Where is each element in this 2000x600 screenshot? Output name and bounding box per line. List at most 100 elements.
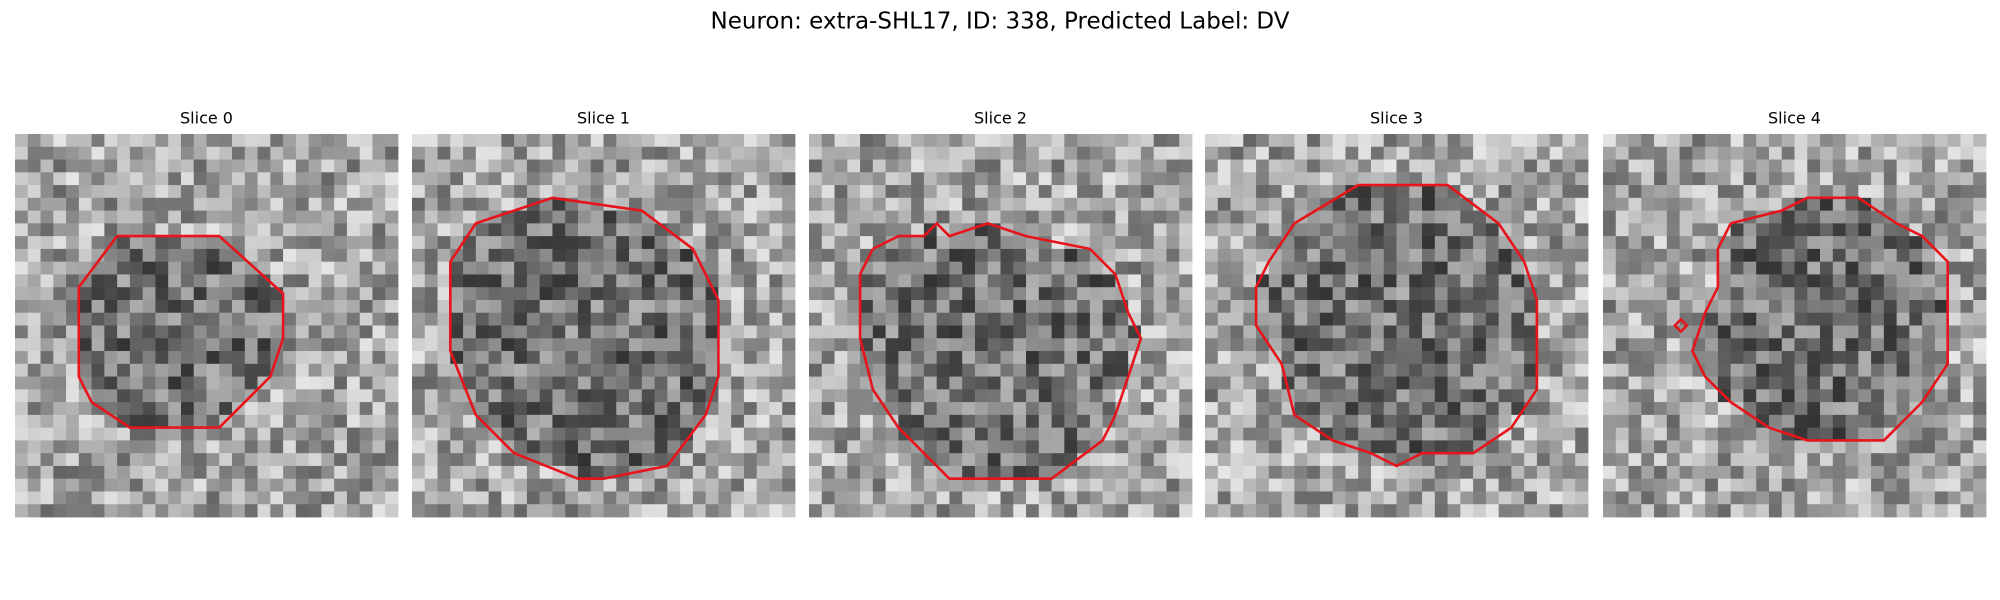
pixel: [232, 159, 246, 173]
pixel: [283, 248, 297, 263]
pixel: [1256, 248, 1270, 263]
pixel: [860, 465, 874, 480]
pixel: [475, 478, 489, 492]
pixel: [1524, 172, 1538, 186]
pixel: [295, 504, 310, 518]
pixel: [1140, 478, 1155, 492]
pixel: [334, 312, 348, 326]
pixel: [1000, 504, 1014, 518]
pixel: [577, 402, 592, 416]
pixel: [1628, 427, 1642, 441]
pixel: [1281, 185, 1295, 199]
pixel: [809, 338, 823, 352]
pixel: [667, 236, 681, 250]
pixel: [1807, 338, 1821, 352]
pixel: [91, 274, 105, 288]
pixel: [78, 440, 92, 454]
pixel: [936, 261, 950, 275]
pixel: [1485, 261, 1500, 275]
pixel: [1077, 197, 1091, 211]
pixel: [1807, 478, 1821, 492]
pixel: [821, 236, 835, 250]
pixel: [898, 172, 912, 186]
pixel: [692, 172, 707, 186]
pixel: [1549, 172, 1563, 186]
pixel: [1960, 172, 1974, 186]
pixel: [641, 338, 655, 352]
pixel: [756, 287, 770, 301]
pixel: [539, 159, 553, 173]
pixel: [1641, 223, 1655, 237]
pixel: [1858, 134, 1872, 148]
pixel: [1038, 440, 1052, 454]
pixel: [372, 261, 386, 275]
pixel: [385, 185, 399, 199]
pixel: [705, 338, 719, 352]
pixel: [821, 504, 835, 518]
pixel: [1832, 299, 1846, 314]
pixel: [1603, 197, 1617, 211]
pixel: [1140, 363, 1155, 377]
pixel: [654, 376, 668, 390]
pixel: [270, 185, 284, 199]
pixel: [206, 134, 220, 148]
pixel: [1896, 287, 1910, 301]
pixel: [526, 427, 541, 441]
pixel: [1692, 248, 1706, 263]
pixel: [15, 312, 29, 326]
pixel: [15, 402, 29, 416]
pixel: [1562, 197, 1576, 211]
pixel: [847, 440, 861, 454]
pixel: [412, 223, 426, 237]
pixel: [641, 223, 655, 237]
pixel: [514, 134, 528, 148]
pixel: [40, 236, 54, 250]
pixel: [450, 159, 464, 173]
pixel: [1396, 491, 1410, 505]
pixel: [385, 414, 399, 429]
pixel: [219, 427, 233, 441]
pixel: [616, 351, 630, 365]
pixel: [1358, 402, 1372, 416]
pixel: [718, 248, 732, 263]
pixel: [1871, 223, 1885, 237]
pixel: [257, 146, 271, 160]
pixel: [1717, 274, 1732, 288]
pixel: [1000, 414, 1014, 429]
pixel: [987, 440, 1001, 454]
pixel: [1562, 465, 1576, 480]
pixel: [91, 389, 105, 403]
pixel: [295, 338, 310, 352]
pixel: [1603, 159, 1617, 173]
pixel: [1447, 134, 1461, 148]
pixel: [1768, 389, 1783, 403]
pixel: [603, 440, 617, 454]
pixel: [270, 134, 284, 148]
pixel: [321, 351, 335, 365]
pixel: [180, 299, 195, 314]
pixel: [1794, 274, 1808, 288]
pixel: [692, 491, 707, 505]
pixel: [1871, 299, 1885, 314]
pixel: [1089, 299, 1104, 314]
pixel: [756, 325, 770, 339]
pixel: [1575, 504, 1589, 518]
pixel: [1666, 236, 1680, 250]
pixel: [1396, 274, 1410, 288]
pixel: [718, 351, 732, 365]
pixel: [155, 197, 169, 211]
pixel: [949, 299, 963, 314]
pixel: [1077, 427, 1091, 441]
pixel: [1973, 236, 1987, 250]
pixel: [1781, 210, 1795, 224]
pixel: [475, 197, 489, 211]
pixel: [1562, 504, 1576, 518]
pixel: [1153, 491, 1167, 505]
pixel: [501, 338, 515, 352]
pixel: [1549, 338, 1563, 352]
pixel: [91, 478, 105, 492]
pixel: [1947, 453, 1961, 467]
pixel: [78, 402, 92, 416]
pixel: [488, 453, 502, 467]
pixel: [1473, 402, 1487, 416]
